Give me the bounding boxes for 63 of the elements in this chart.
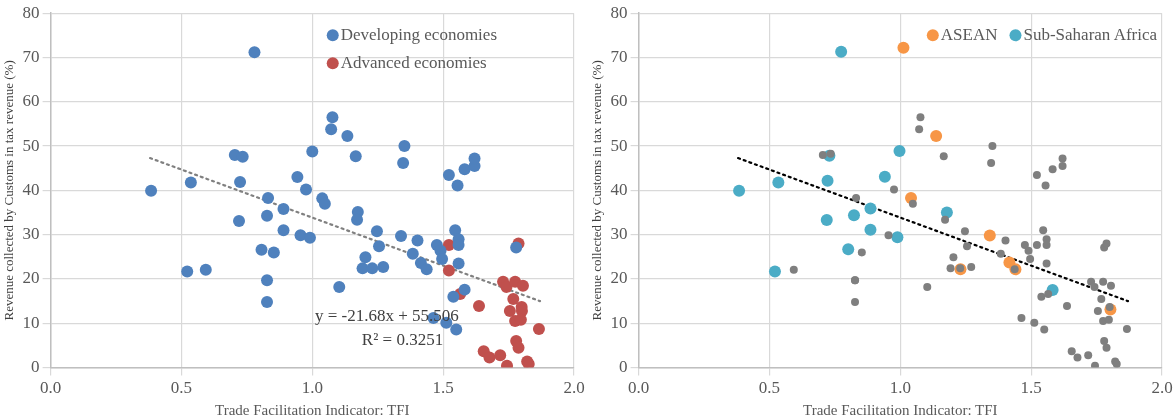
point [442, 264, 455, 277]
point [983, 229, 996, 242]
point [512, 341, 525, 354]
point [893, 144, 906, 157]
x-tick-label: 0.0 [627, 378, 650, 398]
y-tick-label: 70 [22, 46, 40, 66]
y-tick-label: 60 [610, 91, 628, 111]
y-tick-label: 20 [22, 268, 40, 288]
legend-label: Advanced economies [340, 52, 487, 72]
x-tick-label: 2.0 [1151, 378, 1173, 398]
point [516, 279, 529, 292]
y-tick-label: 60 [22, 91, 40, 111]
point [733, 184, 746, 197]
point [768, 265, 781, 278]
point [494, 349, 507, 362]
legend-label: ASEAN [940, 24, 998, 44]
y-tick-label: 50 [22, 135, 40, 155]
y-axis-title: Revenue collected by Customs in tax revenue (%) [1, 60, 17, 321]
point [820, 214, 833, 227]
y-tick-label: 40 [610, 179, 628, 199]
point [930, 129, 943, 142]
point [864, 202, 877, 215]
point [847, 209, 860, 222]
x-axis-title: Trade Facilitation Indicator: TFI [803, 401, 998, 418]
point [878, 170, 891, 183]
x-tick-label: 0.5 [170, 378, 193, 398]
y-tick-label: 30 [22, 224, 40, 244]
x-tick-label: 0.0 [39, 378, 62, 398]
y-tick-label: 80 [22, 2, 40, 22]
point [507, 292, 520, 305]
point [772, 176, 785, 189]
point [503, 304, 516, 317]
x-tick-label: 0.5 [758, 378, 781, 398]
annotation: y = -21.68x + 55.506 [315, 305, 459, 325]
point [483, 351, 496, 364]
y-tick-label: 20 [610, 268, 628, 288]
y-tick-label: 30 [610, 224, 628, 244]
point [835, 45, 848, 58]
point [891, 231, 904, 244]
x-axis-title: Trade Facilitation Indicator: TFI [215, 401, 410, 418]
annotation: R² = 0.3251 [361, 330, 444, 350]
point [842, 243, 855, 256]
y-tick-label: 0 [619, 357, 628, 377]
y-axis-title: Revenue collected by Customs in tax revenue (%) [589, 60, 605, 321]
point [532, 323, 545, 336]
y-tick-label: 0 [31, 357, 40, 377]
point [473, 300, 485, 313]
x-tick-label: 2.0 [563, 378, 585, 398]
point [864, 223, 877, 236]
y-tick-label: 10 [22, 312, 40, 332]
point [897, 41, 910, 54]
point [821, 174, 834, 187]
y-tick-label: 70 [610, 46, 628, 66]
legend-label: Developing economies [340, 24, 497, 44]
x-tick-label: 1.5 [432, 378, 454, 398]
y-tick-label: 50 [610, 135, 628, 155]
y-tick-label: 40 [22, 179, 40, 199]
x-tick-label: 1.5 [1020, 378, 1042, 398]
x-tick-label: 1.0 [301, 378, 323, 398]
y-tick-label: 10 [610, 312, 628, 332]
x-tick-label: 1.0 [889, 378, 911, 398]
legend-label: Sub-Saharan Africa [1023, 24, 1158, 44]
y-tick-label: 80 [610, 2, 628, 22]
